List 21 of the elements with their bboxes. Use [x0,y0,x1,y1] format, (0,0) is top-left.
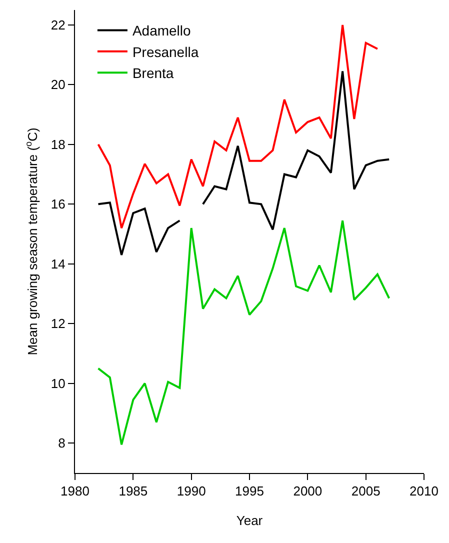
line-series [97,24,378,230]
y-tick-label: 16 [50,196,66,212]
y-tick-label: 22 [50,17,66,32]
legend-label: Adamello [132,22,192,39]
x-tick-label: 2000 [293,484,322,499]
x-tick-label: 1980 [60,484,90,499]
x-tick-label: 2010 [410,484,438,499]
x-axis-title: Year [236,513,264,528]
y-tick-label: 18 [50,136,66,152]
y-tick-label: 12 [50,316,66,332]
x-tick-label: 1995 [235,484,264,499]
y-tick-label: 8 [58,436,66,451]
y-tick-label: 14 [50,256,66,272]
legend-label: Presanella [132,44,199,60]
x-tick-label: 2005 [351,484,380,499]
y-tick-label: 10 [50,376,66,391]
legend-label: Brenta [132,65,174,82]
line-series [97,220,390,446]
x-tick-label: 1990 [176,484,206,499]
y-tick-label: 20 [50,77,66,92]
x-tick-label: 1985 [118,484,148,499]
